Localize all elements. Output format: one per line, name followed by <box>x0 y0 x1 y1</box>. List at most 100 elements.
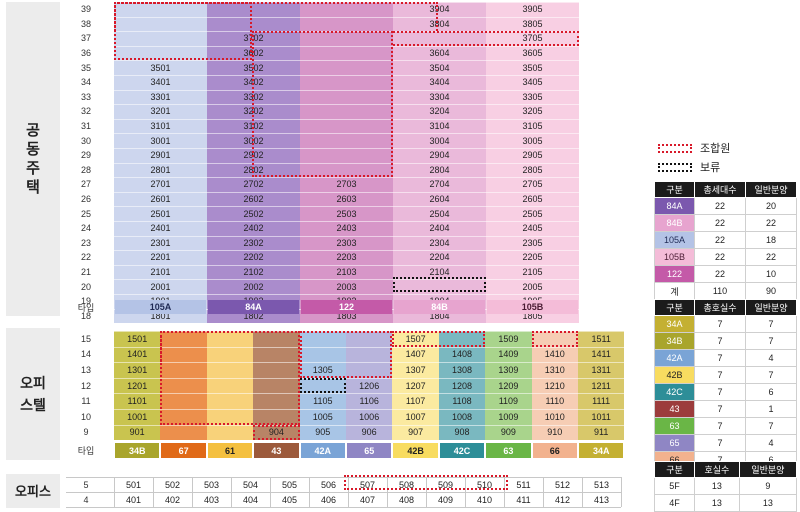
office-column-line <box>387 477 388 507</box>
office-column-line <box>426 477 427 507</box>
summary-row: 65 7 4 <box>654 434 797 452</box>
apartment-floor-number: 35 <box>80 62 91 73</box>
officetel-unit-cell: 1108 <box>452 396 472 407</box>
apartment-floor-number: 37 <box>80 33 91 44</box>
summary-total-cell: 22 <box>694 214 746 232</box>
officetel-row-line <box>66 362 625 364</box>
apartment-unit-cell: 2403 <box>336 223 357 234</box>
officetel-unit-cell: 911 <box>594 427 609 438</box>
office-column-line <box>621 477 622 507</box>
apartment-unit-cell: 2704 <box>429 179 450 190</box>
officetel-column-bg <box>438 331 486 441</box>
legend-union-member: 조합원 <box>658 140 730 156</box>
apartment-type-cell: 105A <box>115 300 206 314</box>
apartment-unit-cell: 1802 <box>243 310 264 321</box>
officetel-column-bg <box>206 331 254 441</box>
office-unit-cell: 506 <box>320 479 337 490</box>
officetel-unit-cell: 1109 <box>498 396 519 407</box>
office-unit-cell: 509 <box>437 479 454 490</box>
summary-general-cell: 4 <box>745 434 797 452</box>
apartment-row-line <box>66 45 579 47</box>
office-column-line <box>582 477 583 507</box>
apartment-unit-cell: 3104 <box>429 121 450 132</box>
apartment-unit-cell: 2901 <box>150 150 171 161</box>
officetel-unit-cell: 1511 <box>591 333 611 344</box>
apartment-type-cell: 105B <box>487 300 578 314</box>
apartment-floor-number: 28 <box>80 164 91 175</box>
summary-general-cell: 13 <box>738 494 798 512</box>
apartment-type-cell: 84B <box>394 300 485 314</box>
summary-row: 105B 22 22 <box>654 248 797 266</box>
apartment-unit-cell: 2302 <box>243 237 264 248</box>
office-column-line <box>114 477 115 507</box>
officetel-unit-cell: 1308 <box>451 364 472 375</box>
summary-general-cell: 4 <box>745 349 797 367</box>
summary-type-cell: 84B <box>654 214 695 232</box>
apartment-summary-table: 구분 총세대수 일반분양 84A 22 20 84B 22 22 105A 22 18 105B 22 22… <box>654 181 797 300</box>
officetel-row-line <box>66 346 625 348</box>
officetel-unit-cell: 1509 <box>498 333 519 344</box>
office-column-line <box>465 477 466 507</box>
office-row-line <box>66 507 621 508</box>
apartment-floor-number: 32 <box>80 106 91 117</box>
apartment-unit-cell: 3705 <box>522 33 543 44</box>
officetel-unit-cell: 910 <box>547 427 563 438</box>
summary-row: 84A 22 20 <box>654 197 797 215</box>
officetel-floor-number: 14 <box>80 349 91 360</box>
apartment-unit-cell: 2303 <box>336 237 357 248</box>
legend-red-dotted-swatch <box>658 143 692 153</box>
apartment-unit-cell: 3605 <box>522 48 543 59</box>
officetel-unit-cell: 1401 <box>127 349 148 360</box>
apartment-floor-number: 36 <box>80 48 91 59</box>
officetel-unit-cell: 1501 <box>127 333 148 344</box>
apartment-unit-cell: 2005 <box>522 281 543 292</box>
apartment-unit-cell: 2202 <box>243 252 264 263</box>
apartment-unit-cell: 2902 <box>243 150 264 161</box>
summary-general-cell: 20 <box>745 197 797 215</box>
summary-row: 63 7 7 <box>654 417 797 435</box>
apartment-row-line <box>66 235 579 237</box>
apartment-unit-cell: 2701 <box>150 179 171 190</box>
apartment-unit-cell: 3401 <box>150 77 171 88</box>
apartment-row-line <box>66 104 579 106</box>
legend-reserved-label: 보류 <box>700 162 721 174</box>
summary-row: 105A 22 18 <box>654 231 797 249</box>
summary-row: 34A 7 7 <box>654 315 797 333</box>
office-floor-number: 5 <box>83 479 89 490</box>
officetel-unit-cell: 904 <box>268 427 284 438</box>
apartment-unit-cell: 3304 <box>429 91 450 102</box>
apartment-unit-cell: 1804 <box>429 310 450 321</box>
officetel-unit-cell: 1311 <box>591 364 611 375</box>
summary-total-cell: 22 <box>694 248 746 266</box>
officetel-column-bg <box>253 331 300 441</box>
apartment-row-line <box>66 60 579 62</box>
summary-type-cell: 34A <box>654 315 695 333</box>
apartment-unit-cell: 2503 <box>336 208 357 219</box>
summary-type-cell: 105B <box>654 248 695 266</box>
apartment-floor-number: 21 <box>80 267 91 278</box>
office-unit-cell: 511 <box>516 479 531 490</box>
apartment-type-cell: 122 <box>301 300 392 314</box>
officetel-floor-number: 10 <box>80 411 91 422</box>
office-unit-cell: 510 <box>476 479 493 490</box>
apartment-row-line <box>66 75 579 76</box>
summary-header-cell: 총세대수 <box>694 181 746 198</box>
office-unit-cell: 413 <box>593 494 610 505</box>
officetel-unit-cell: 1107 <box>405 396 426 407</box>
apartment-unit-cell: 3105 <box>522 121 543 132</box>
apartment-unit-cell: 3602 <box>243 48 264 59</box>
summary-total-cell: 7 <box>694 366 746 384</box>
apartment-floor-number: 22 <box>80 252 91 263</box>
officetel-unit-cell: 905 <box>315 427 331 438</box>
apartment-unit-cell: 3904 <box>429 4 450 15</box>
officetel-column-bg <box>160 331 207 441</box>
summary-total-cell: 7 <box>694 332 746 350</box>
apartment-unit-cell: 2201 <box>150 252 171 263</box>
office-column-line <box>231 477 232 507</box>
apartment-unit-cell: 2404 <box>429 223 450 234</box>
officetel-unit-cell: 1110 <box>545 396 565 407</box>
summary-header-cell: 일반분양 <box>738 461 798 478</box>
apartment-unit-cell: 2304 <box>429 237 450 248</box>
apartment-type-cell: 84A <box>208 300 299 314</box>
